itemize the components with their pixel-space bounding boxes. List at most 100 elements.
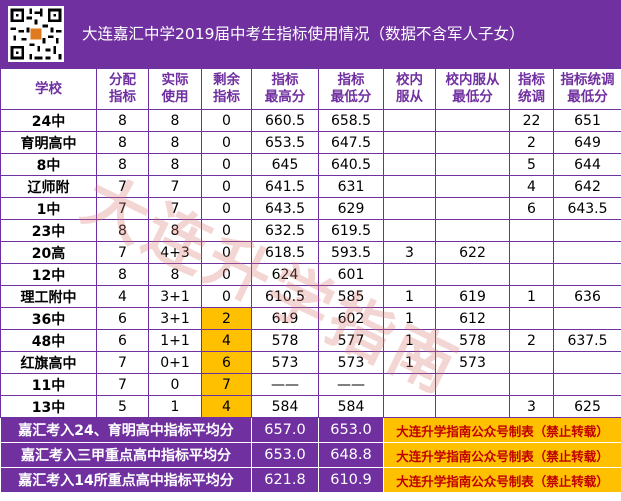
cell-used: 7 [148, 197, 202, 220]
cell-alloc: 6 [96, 329, 149, 352]
cell-adjmin: 651 [553, 109, 621, 132]
cell-school: 辽师附 [0, 175, 97, 198]
qr-code-icon [8, 6, 64, 62]
col-header-min: 指标 最低分 [318, 68, 384, 110]
cell-adjmin [553, 307, 621, 330]
cell-school: 红旗高中 [0, 351, 97, 374]
cell-obeymin [435, 153, 510, 176]
summary-row: 嘉汇考入三甲重点高中指标平均分 653.0 648.8 大连升学指南公众号制表（禁止转… [0, 442, 621, 468]
cell-min: 629 [318, 197, 384, 220]
cell-obey [383, 109, 436, 132]
cell-used: 3+1 [148, 285, 202, 308]
cell-alloc: 7 [96, 241, 149, 264]
summary-max: 621.8 [251, 467, 319, 493]
cell-alloc: 8 [96, 109, 149, 132]
col-header-used: 实际 使用 [148, 68, 202, 110]
cell-min: 619.5 [318, 219, 384, 242]
cell-obeymin [435, 197, 510, 220]
table-row: 13中 5 1 4 584 584 3 625 [0, 395, 621, 418]
cell-remain: 0 [201, 131, 252, 154]
header-row: 学校 分配 指标 实际 使用 剩余 指标 指标 最高分 指标 最低分 校内 服从 校内服从最… [0, 68, 621, 110]
cell-adjmin: 642 [553, 175, 621, 198]
cell-used: 8 [148, 109, 202, 132]
summary-label: 嘉汇考入三甲重点高中指标平均分 [0, 442, 252, 468]
cell-min: 602 [318, 307, 384, 330]
cell-school: 48中 [0, 329, 97, 352]
cell-adj [509, 241, 554, 264]
cell-obey: 3 [383, 241, 436, 264]
table-row: 48中 6 1+1 4 578 577 1 578 2 637.5 [0, 329, 621, 352]
cell-adjmin: 643.5 [553, 197, 621, 220]
cell-max: 641.5 [251, 175, 319, 198]
cell-school: 11中 [0, 373, 97, 396]
table-row: 36中 6 3+1 2 619 602 1 612 [0, 307, 621, 330]
summary-min: 648.8 [318, 442, 384, 468]
cell-remain: 0 [201, 153, 252, 176]
cell-adjmin: 644 [553, 153, 621, 176]
cell-alloc: 7 [96, 351, 149, 374]
cell-min: 593.5 [318, 241, 384, 264]
cell-adj [509, 307, 554, 330]
cell-obeymin [435, 263, 510, 286]
cell-alloc: 8 [96, 263, 149, 286]
col-header-remain: 剩余 指标 [201, 68, 252, 110]
cell-adjmin: 625 [553, 395, 621, 418]
cell-used: 8 [148, 219, 202, 242]
cell-min: 631 [318, 175, 384, 198]
cell-used: 0 [148, 373, 202, 396]
summary-min: 610.9 [318, 467, 384, 493]
cell-remain: 0 [201, 285, 252, 308]
cell-min: —— [318, 373, 384, 396]
summary-row: 嘉汇考入24、育明高中指标平均分 657.0 653.0 大连升学指南公众号制表（禁止… [0, 417, 621, 443]
cell-max: —— [251, 373, 319, 396]
cell-max: 660.5 [251, 109, 319, 132]
cell-adj [509, 219, 554, 242]
cell-remain: 0 [201, 241, 252, 264]
col-header-adjmin: 指标统调 最低分 [553, 68, 621, 110]
cell-obeymin: 622 [435, 241, 510, 264]
cell-obey [383, 373, 436, 396]
cell-remain: 0 [201, 263, 252, 286]
cell-adj: 1 [509, 285, 554, 308]
cell-max: 632.5 [251, 219, 319, 242]
cell-adj: 5 [509, 153, 554, 176]
cell-remain: 0 [201, 197, 252, 220]
cell-max: 618.5 [251, 241, 319, 264]
cell-used: 1 [148, 395, 202, 418]
cell-obeymin: 619 [435, 285, 510, 308]
table-row: 辽师附 7 7 0 641.5 631 4 642 [0, 175, 621, 198]
cell-adjmin [553, 263, 621, 286]
cell-min: 640.5 [318, 153, 384, 176]
table-row: 育明高中 8 8 0 653.5 647.5 2 649 [0, 131, 621, 154]
summary-note: 大连升学指南公众号制表（禁止转载） [383, 417, 621, 443]
table-row: 理工附中 4 3+1 0 610.5 585 1 619 1 636 [0, 285, 621, 308]
table-row: 12中 8 8 0 624 601 [0, 263, 621, 286]
cell-alloc: 8 [96, 131, 149, 154]
col-header-obeymin: 校内服从 最低分 [435, 68, 510, 110]
cell-remain: 4 [201, 329, 252, 352]
cell-alloc: 7 [96, 373, 149, 396]
summary-max: 653.0 [251, 442, 319, 468]
col-header-alloc: 分配 指标 [96, 68, 149, 110]
cell-max: 624 [251, 263, 319, 286]
cell-used: 7 [148, 175, 202, 198]
cell-adjmin: 649 [553, 131, 621, 154]
cell-max: 619 [251, 307, 319, 330]
summary-row: 嘉汇考入14所重点高中指标平均分 621.8 610.9 大连升学指南公众号制表（禁止… [0, 467, 621, 493]
cell-alloc: 8 [96, 153, 149, 176]
cell-school: 8中 [0, 153, 97, 176]
cell-obey: 1 [383, 285, 436, 308]
cell-adj: 3 [509, 395, 554, 418]
cell-adjmin [553, 219, 621, 242]
cell-remain: 4 [201, 395, 252, 418]
cell-used: 8 [148, 263, 202, 286]
col-header-obey: 校内 服从 [383, 68, 436, 110]
cell-obey [383, 175, 436, 198]
page-title: 大连嘉汇中学2019届中考生指标使用情况（数据不含军人子女） [82, 25, 525, 43]
cell-obeymin [435, 131, 510, 154]
cell-remain: 0 [201, 175, 252, 198]
cell-adjmin [553, 351, 621, 374]
cell-obey: 1 [383, 329, 436, 352]
table-row: 1中 7 7 0 643.5 629 6 643.5 [0, 197, 621, 220]
cell-max: 645 [251, 153, 319, 176]
